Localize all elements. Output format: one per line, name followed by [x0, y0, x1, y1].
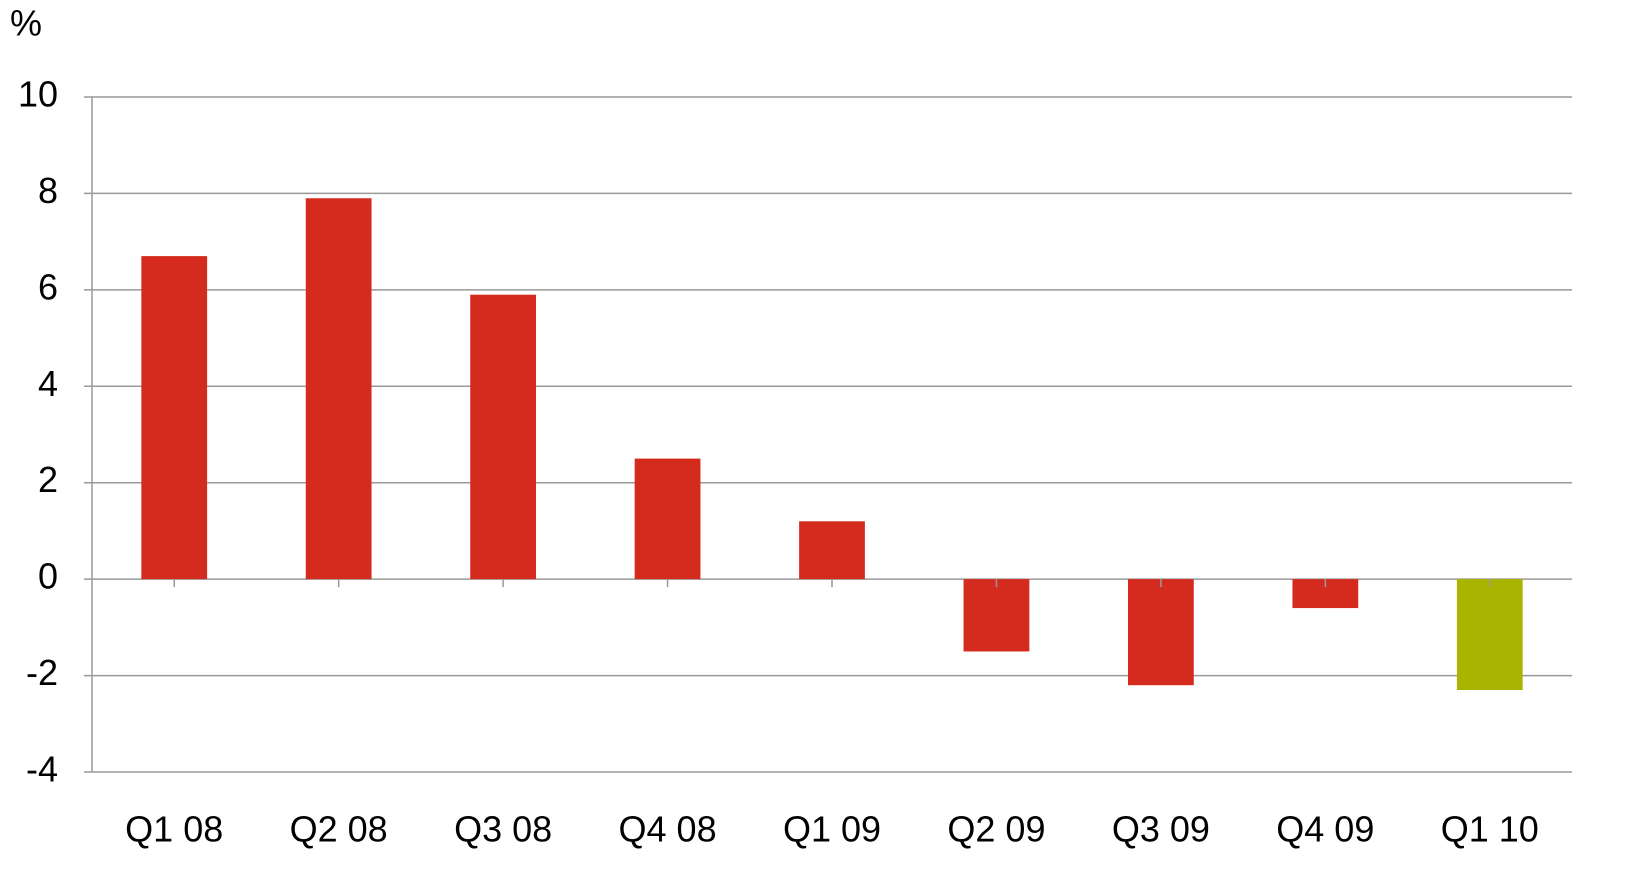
x-tick-label: Q4 09 [1276, 809, 1374, 850]
bar [634, 458, 701, 580]
bar [799, 521, 865, 580]
bar [963, 579, 1030, 652]
x-tick-label: Q3 08 [454, 809, 552, 850]
x-tick-label: Q1 09 [783, 809, 881, 850]
bar [141, 256, 208, 580]
y-tick-label: 6 [38, 266, 58, 307]
y-tick-label: 0 [38, 556, 58, 597]
x-tick-label: Q1 08 [125, 809, 223, 850]
bar [305, 198, 372, 580]
bar [1128, 579, 1194, 686]
bar [1456, 579, 1523, 691]
y-tick-label: -2 [26, 652, 58, 693]
x-tick-label: Q1 10 [1441, 809, 1539, 850]
x-tick-label: Q2 09 [947, 809, 1045, 850]
bar [470, 294, 536, 580]
y-tick-label: 4 [38, 363, 58, 404]
y-tick-label: 2 [38, 459, 58, 500]
x-tick-label: Q2 08 [290, 809, 388, 850]
y-axis-label: % [10, 3, 42, 44]
x-tick-label: Q3 09 [1112, 809, 1210, 850]
y-tick-label: 10 [18, 74, 58, 115]
y-tick-label: -4 [26, 749, 58, 790]
y-tick-label: 8 [38, 170, 58, 211]
x-tick-label: Q4 08 [619, 809, 717, 850]
